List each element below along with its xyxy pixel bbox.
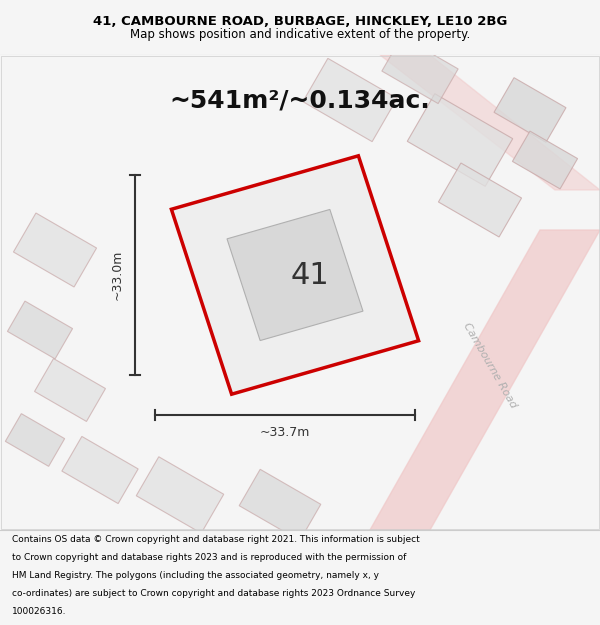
Text: ~33.7m: ~33.7m bbox=[260, 426, 310, 439]
Polygon shape bbox=[303, 58, 397, 142]
Text: Map shows position and indicative extent of the property.: Map shows position and indicative extent… bbox=[130, 28, 470, 41]
Polygon shape bbox=[439, 163, 521, 237]
Text: HM Land Registry. The polygons (including the associated geometry, namely x, y: HM Land Registry. The polygons (includin… bbox=[12, 571, 379, 580]
Text: 100026316.: 100026316. bbox=[12, 607, 67, 616]
Polygon shape bbox=[494, 78, 566, 142]
Text: co-ordinates) are subject to Crown copyright and database rights 2023 Ordnance S: co-ordinates) are subject to Crown copyr… bbox=[12, 589, 415, 598]
Polygon shape bbox=[62, 436, 138, 504]
Polygon shape bbox=[370, 230, 600, 530]
Text: Cambourne Road: Cambourne Road bbox=[461, 321, 518, 409]
Polygon shape bbox=[13, 213, 97, 287]
Polygon shape bbox=[172, 156, 419, 394]
Polygon shape bbox=[136, 457, 224, 533]
Polygon shape bbox=[5, 414, 65, 466]
Polygon shape bbox=[227, 209, 363, 341]
Polygon shape bbox=[512, 131, 578, 189]
Text: 41, CAMBOURNE ROAD, BURBAGE, HINCKLEY, LE10 2BG: 41, CAMBOURNE ROAD, BURBAGE, HINCKLEY, L… bbox=[93, 16, 507, 28]
Text: to Crown copyright and database rights 2023 and is reproduced with the permissio: to Crown copyright and database rights 2… bbox=[12, 552, 406, 562]
Text: 41: 41 bbox=[290, 261, 329, 289]
Text: ~541m²/~0.134ac.: ~541m²/~0.134ac. bbox=[170, 88, 430, 112]
Polygon shape bbox=[239, 469, 321, 541]
Polygon shape bbox=[35, 359, 106, 421]
Polygon shape bbox=[380, 55, 600, 190]
Text: ~33.0m: ~33.0m bbox=[110, 250, 124, 300]
Polygon shape bbox=[382, 36, 458, 104]
Polygon shape bbox=[407, 94, 513, 186]
Text: Contains OS data © Crown copyright and database right 2021. This information is : Contains OS data © Crown copyright and d… bbox=[12, 535, 420, 544]
Polygon shape bbox=[7, 301, 73, 359]
